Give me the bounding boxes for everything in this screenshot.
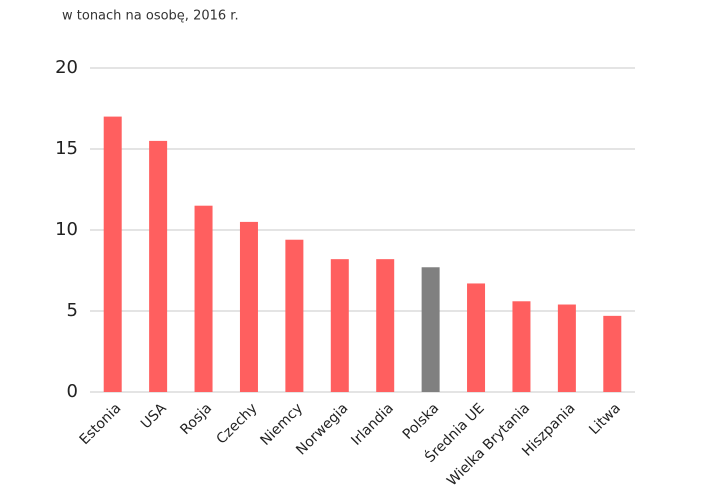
chart-subtitle: w tonach na osobę, 2016 r. — [62, 9, 239, 24]
bar — [557, 304, 576, 392]
x-tick-label: Wielka Brytania — [444, 400, 533, 489]
y-tick-label: 10 — [55, 219, 78, 240]
bar — [467, 283, 486, 392]
x-tick-label: USA — [138, 400, 170, 432]
bar — [239, 221, 258, 392]
bar — [421, 267, 440, 392]
bar — [103, 116, 122, 392]
y-tick-label: 5 — [67, 300, 78, 321]
bar — [330, 259, 349, 392]
y-tick-label: 15 — [55, 138, 78, 159]
bar — [376, 259, 395, 392]
bar — [285, 239, 304, 392]
bar — [194, 205, 213, 392]
bar — [512, 301, 531, 392]
x-tick-label: Rosja — [177, 400, 215, 438]
bar — [149, 140, 168, 392]
x-tick-label: Irlandia — [348, 400, 397, 449]
x-tick-label: Litwa — [586, 400, 624, 438]
x-tick-label: Polska — [400, 400, 443, 443]
bar — [603, 315, 622, 392]
y-tick-label: 0 — [67, 381, 78, 402]
y-tick-label: 20 — [55, 57, 78, 78]
x-tick-label: Czechy — [214, 400, 261, 447]
x-tick-label: Estonia — [77, 400, 125, 448]
